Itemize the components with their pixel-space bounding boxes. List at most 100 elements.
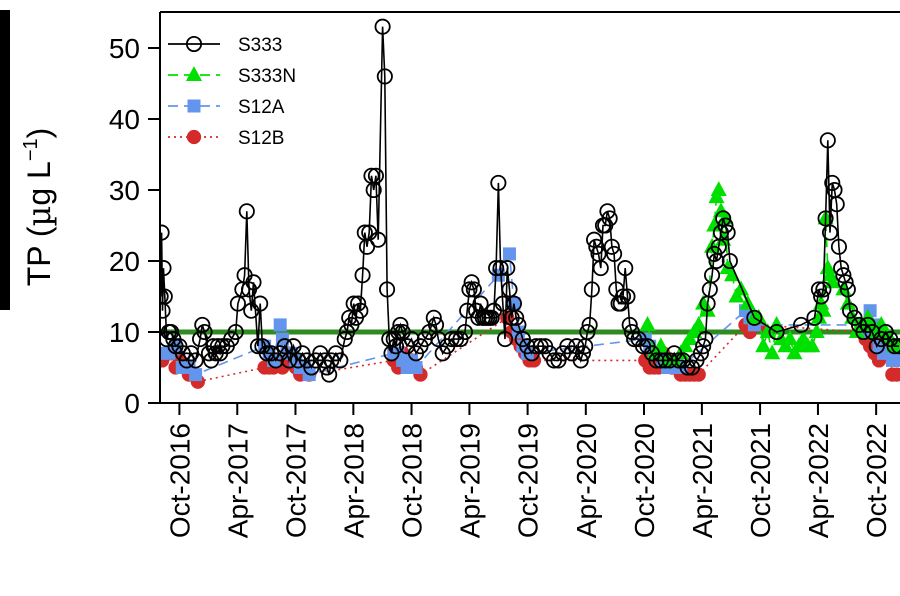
- data-point: [692, 345, 709, 362]
- x-tick-label: Oct-2018: [397, 423, 428, 538]
- data-point: [194, 316, 211, 333]
- data-point: [160, 260, 172, 277]
- data-point: [886, 338, 900, 355]
- data-point: [189, 368, 203, 382]
- data-point: [187, 99, 201, 113]
- data-point: [209, 338, 226, 355]
- data-point: [889, 367, 900, 382]
- data-point: [367, 167, 384, 184]
- y-tick-label: 50: [109, 33, 140, 64]
- data-point: [806, 309, 823, 326]
- data-point: [828, 196, 845, 213]
- data-point: [606, 245, 623, 262]
- data-point: [588, 238, 605, 255]
- data-point: [768, 323, 785, 341]
- data-point: [810, 281, 827, 298]
- data-point: [229, 295, 246, 312]
- data-point: [724, 266, 741, 282]
- data-point: [572, 352, 589, 369]
- data-point: [496, 331, 514, 348]
- x-tick-label: Oct-2017: [280, 423, 311, 538]
- data-point: [601, 210, 618, 227]
- data-point: [488, 260, 505, 277]
- data-point: [374, 18, 391, 35]
- data-point: [276, 338, 293, 355]
- data-point: [710, 181, 727, 197]
- data-point: [370, 231, 387, 248]
- y-title-exponent: −1: [20, 138, 42, 161]
- x-tick-label: Apr-2022: [803, 423, 834, 538]
- data-point: [163, 323, 180, 341]
- data-point: [245, 274, 262, 291]
- data-point: [196, 323, 213, 341]
- data-point: [281, 352, 298, 369]
- left-edge-bar: [0, 10, 10, 310]
- y-title-paren-close: ): [21, 128, 57, 139]
- data-point: [185, 35, 203, 53]
- data-point: [376, 68, 393, 85]
- data-point: [528, 338, 545, 355]
- data-point: [890, 353, 900, 367]
- data-point: [639, 316, 656, 331]
- data-point: [350, 295, 367, 312]
- data-point: [238, 203, 255, 220]
- data-point: [461, 281, 478, 298]
- data-point: [341, 309, 358, 326]
- x-tick-label: Apr-2017: [222, 423, 253, 538]
- data-point: [815, 281, 832, 298]
- data-point: [830, 238, 847, 255]
- data-point: [354, 267, 371, 284]
- data-point: [490, 174, 507, 191]
- series-layer: [160, 18, 900, 389]
- x-tick-label: Apr-2021: [687, 423, 718, 538]
- data-point: [833, 260, 850, 277]
- legend-label: S12A: [238, 97, 285, 118]
- data-point: [821, 224, 839, 241]
- y-title-unit: g L: [21, 161, 57, 205]
- data-point: [817, 210, 834, 227]
- data-point: [824, 174, 841, 191]
- x-tick-label: Apr-2018: [338, 423, 369, 538]
- data-point: [819, 132, 836, 149]
- data-point: [425, 309, 442, 326]
- y-tick-label: 10: [109, 317, 140, 348]
- data-point: [316, 352, 333, 369]
- data-point: [456, 323, 474, 341]
- data-point: [586, 231, 603, 248]
- legend-label: S333: [238, 35, 282, 56]
- data-point: [759, 323, 776, 339]
- data-point: [465, 281, 482, 298]
- legend-item-s12a: S12A: [168, 97, 285, 118]
- data-point: [793, 316, 810, 333]
- data-point: [697, 331, 714, 348]
- data-point: [332, 352, 349, 369]
- data-point: [160, 224, 170, 241]
- legend-label: S12B: [238, 128, 284, 149]
- y-tick-label: 30: [109, 175, 140, 206]
- data-point: [583, 281, 600, 298]
- data-point: [781, 330, 799, 346]
- data-point: [690, 316, 707, 331]
- data-point: [273, 318, 287, 332]
- data-point: [746, 309, 763, 326]
- data-point: [352, 302, 369, 319]
- legend-item-s333: S333: [168, 35, 282, 56]
- data-point: [648, 352, 665, 369]
- data-point: [160, 288, 173, 305]
- data-point: [652, 352, 669, 369]
- y-tick-label: 0: [124, 388, 140, 419]
- data-point: [579, 323, 596, 341]
- data-point: [499, 260, 516, 277]
- data-point: [252, 295, 269, 312]
- data-point: [750, 308, 767, 324]
- data-point: [185, 66, 203, 82]
- x-tick-label: Apr-2019: [454, 423, 485, 538]
- data-point: [813, 288, 830, 305]
- x-tick-label: Oct-2019: [513, 423, 544, 538]
- y-tick-label: 40: [109, 104, 140, 135]
- data-point: [804, 337, 821, 353]
- data-point: [691, 367, 706, 382]
- data-point: [839, 281, 856, 298]
- data-point: [501, 281, 518, 298]
